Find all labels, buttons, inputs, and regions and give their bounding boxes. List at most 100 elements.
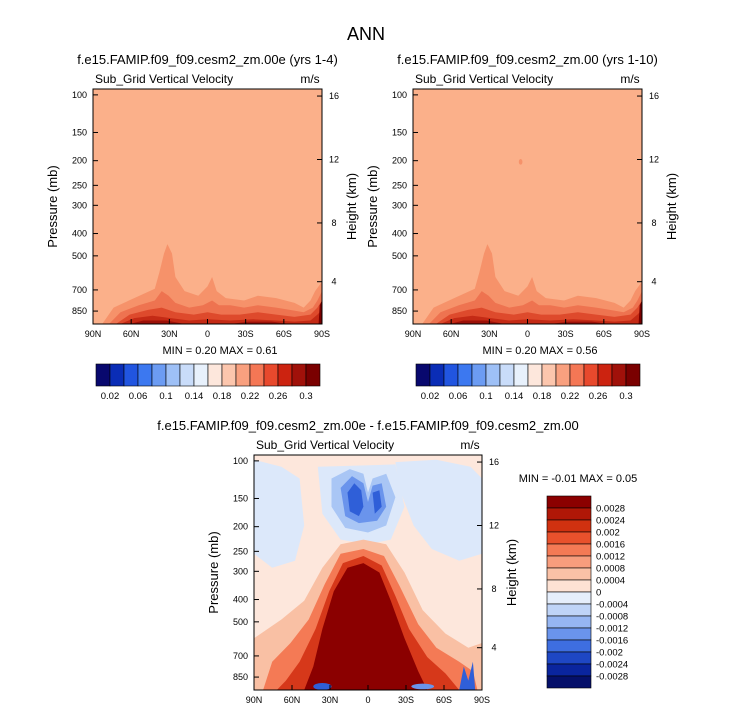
colorbar-swatch: [546, 651, 592, 665]
panel-title: f.e15.FAMIP.f09_f09.cesm2_zm.00e - f.e15…: [157, 418, 579, 433]
pressure-tick-label: 300: [233, 566, 248, 576]
diff-blue-level-3: [347, 483, 364, 517]
pressure-tick-label: 200: [233, 522, 248, 532]
colorbar-swatch: [569, 363, 585, 387]
colorbar-panel-a: 0.02 0.06 0.1 0.14 0.18 0.22 0.26 0.3: [95, 363, 321, 402]
colorbar-swatch: [546, 567, 592, 581]
x-tick-label: 60S: [596, 329, 612, 339]
colorbar-label: 0.1: [479, 391, 492, 402]
pressure-tick-label: 850: [72, 306, 87, 316]
x-tick-label: 30S: [398, 695, 414, 705]
colorbar-swatch: [546, 531, 592, 545]
x-tick-label: 0: [365, 695, 370, 705]
colorbar-swatch: [305, 363, 321, 387]
x-tick-label: 60N: [443, 329, 460, 339]
height-tick-label: 4: [331, 277, 336, 287]
colorbar-swatch: [546, 555, 592, 569]
pressure-tick-label: 100: [72, 90, 87, 100]
variable-label: Sub_Grid Vertical Velocity: [256, 438, 394, 452]
x-tick-label: 60S: [436, 695, 452, 705]
contour-spot: [518, 159, 523, 165]
pressure-tick-label: 700: [72, 285, 87, 295]
panel-b-field: [413, 89, 642, 324]
x-tick-label: 90N: [246, 695, 263, 705]
pressure-tick-label: 150: [233, 493, 248, 503]
colorbar-label: 0.06: [129, 391, 148, 402]
pressure-tick-label: 500: [72, 251, 87, 261]
colorbar-label: 0.26: [589, 391, 608, 402]
panel-diff-axes: f.e15.FAMIP.f09_f09.cesm2_zm.00e - f.e15…: [157, 418, 637, 705]
height-tick-label: 4: [491, 643, 496, 653]
height-tick-label: 12: [649, 155, 659, 165]
pressure-tick-label: 100: [392, 90, 407, 100]
colorbar-swatch: [109, 363, 125, 387]
colorbar-swatch: [443, 363, 459, 387]
x-tick-label: 90S: [314, 329, 330, 339]
colorbar-label: 0: [596, 588, 601, 599]
contour-level-6: [638, 300, 642, 324]
colorbar-label: -0.0028: [596, 672, 628, 683]
y-axis-label: Pressure (mb): [206, 531, 221, 613]
y2-axis-label: Height (km): [344, 173, 359, 240]
pressure-tick-label: 400: [392, 229, 407, 239]
colorbar-swatch: [263, 363, 279, 387]
panel-a-field: [93, 89, 323, 324]
panel-title: f.e15.FAMIP.f09_f09.cesm2_zm.00 (yrs 1-1…: [397, 52, 658, 67]
colorbar-swatch: [415, 363, 431, 387]
x-tick-label: 30N: [322, 695, 339, 705]
units-label: m/s: [300, 72, 319, 86]
y-axis-label: Pressure (mb): [45, 165, 60, 247]
colorbar-label: 0.0008: [596, 564, 625, 575]
x-tick-label: 90N: [405, 329, 422, 339]
contour-level-5: [129, 320, 185, 324]
x-tick-label: 30N: [161, 329, 178, 339]
contour-level-4: [440, 309, 642, 324]
colorbar-swatch: [546, 627, 592, 641]
pressure-tick-label: 850: [233, 672, 248, 682]
field-background: [93, 89, 322, 324]
panel-b-axes: f.e15.FAMIP.f09_f09.cesm2_zm.00 (yrs 1-1…: [365, 52, 679, 357]
colorbar-swatch: [611, 363, 627, 387]
colorbar-label: 0.0004: [596, 576, 625, 587]
pressure-tick-label: 500: [392, 251, 407, 261]
units-label: m/s: [460, 438, 479, 452]
colorbar-label: -0.0012: [596, 624, 628, 635]
panel-diff-field: [254, 455, 482, 690]
pressure-tick-label: 400: [233, 595, 248, 605]
colorbar-label: 0.0024: [596, 516, 625, 527]
colorbar-swatch: [597, 363, 613, 387]
x-tick-label: 90S: [474, 695, 490, 705]
colorbar-label: -0.0004: [596, 600, 628, 611]
colorbar-label: 0.002: [596, 528, 620, 539]
colorbar-label: 0.14: [505, 391, 524, 402]
colorbar-label: 0.3: [299, 391, 312, 402]
pressure-tick-label: 200: [72, 156, 87, 166]
colorbar-swatch: [277, 363, 293, 387]
height-tick-label: 8: [331, 218, 336, 228]
figure-title: ANN: [347, 24, 385, 44]
colorbar-swatch: [249, 363, 265, 387]
height-tick-label: 8: [491, 584, 496, 594]
colorbar-swatch: [95, 363, 111, 387]
units-label: m/s: [620, 72, 639, 86]
contour-level-6: [318, 300, 322, 324]
colorbar-label: 0.0012: [596, 552, 625, 563]
y2-axis-label: Height (km): [664, 173, 679, 240]
variable-label: Sub_Grid Vertical Velocity: [95, 72, 233, 86]
colorbar-swatch: [235, 363, 251, 387]
variable-label: Sub_Grid Vertical Velocity: [415, 72, 553, 86]
colorbar-label: 0.26: [269, 391, 288, 402]
x-tick-label: 60N: [123, 329, 140, 339]
colorbar-label: -0.002: [596, 648, 623, 659]
colorbar-swatch: [546, 591, 592, 605]
colorbar-swatch: [499, 363, 515, 387]
x-tick-label: 90N: [85, 329, 102, 339]
colorbar-label: 0.3: [619, 391, 632, 402]
colorbar-label: -0.0016: [596, 636, 628, 647]
x-tick-label: 30N: [481, 329, 498, 339]
colorbar-swatch: [546, 639, 592, 653]
colorbar-label: 0.1: [159, 391, 172, 402]
min-max-label: MIN = 0.20 MAX = 0.61: [163, 345, 278, 357]
x-tick-label: 60S: [276, 329, 292, 339]
